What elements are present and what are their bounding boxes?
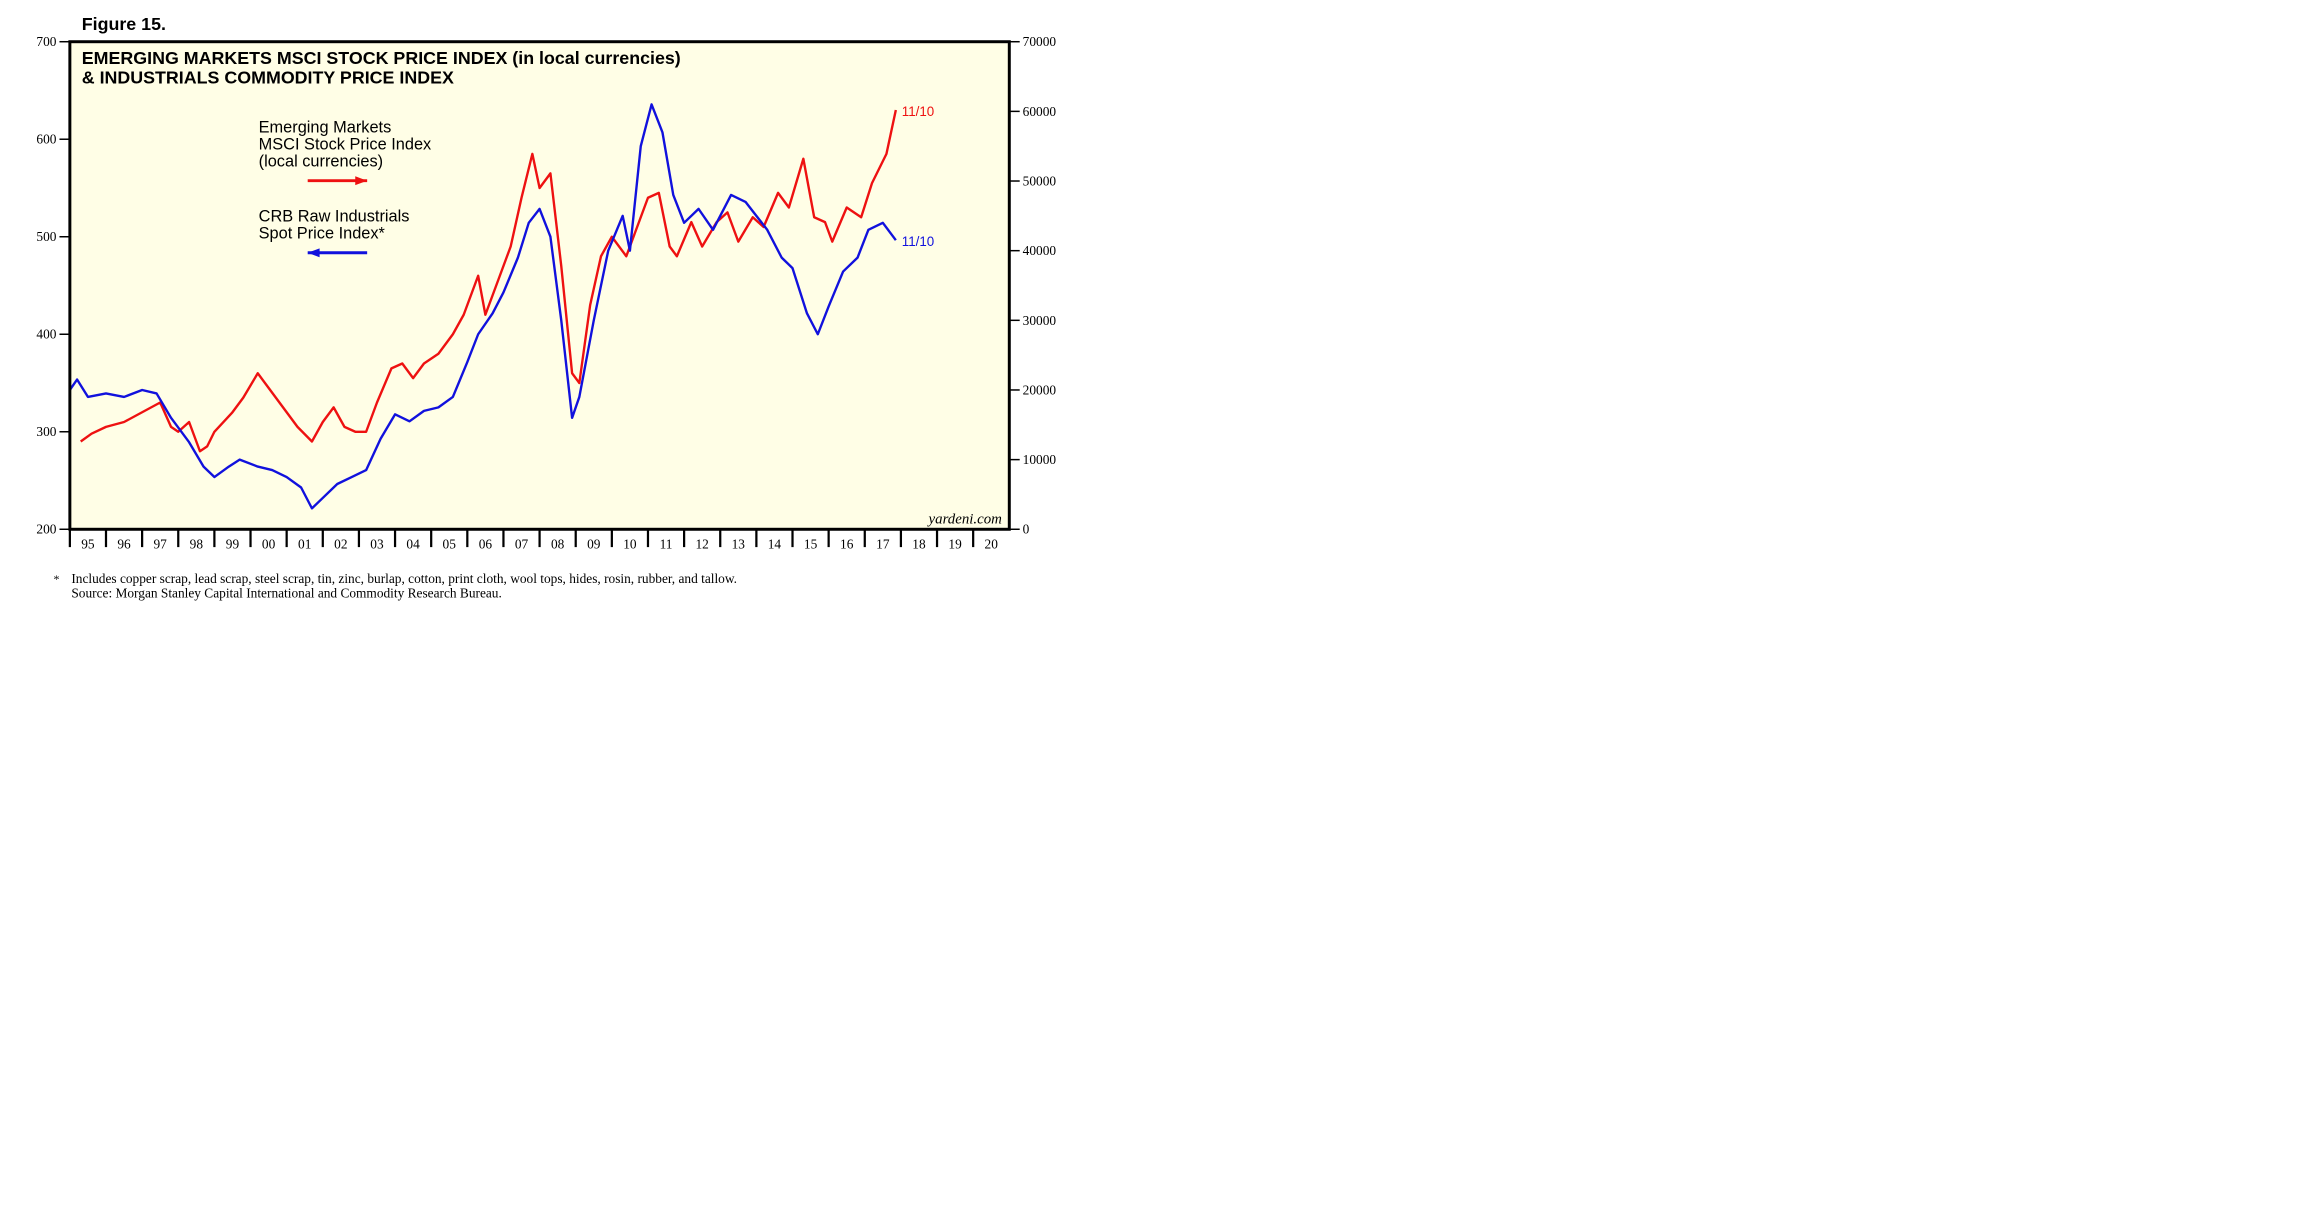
source-note: Source: Morgan Stanley Capital Internati…	[71, 586, 502, 601]
x-tick-label: 02	[334, 537, 347, 552]
x-tick-label: 06	[479, 537, 493, 552]
end-label: 11/10	[902, 104, 934, 119]
legend-label: CRB Raw Industrials	[259, 208, 410, 226]
chart-title: EMERGING MARKETS MSCI STOCK PRICE INDEX …	[82, 48, 681, 68]
y-tick-label: 500	[36, 229, 56, 244]
watermark: yardeni.com	[927, 511, 1003, 527]
x-tick-label: 97	[154, 537, 168, 552]
footnote: Includes copper scrap, lead scrap, steel…	[71, 571, 737, 586]
x-tick-label: 18	[912, 537, 926, 552]
series-line	[68, 103, 897, 510]
x-tick-label: 16	[840, 537, 854, 552]
x-tick-label: 20	[985, 537, 999, 552]
x-tick-label: 98	[190, 537, 204, 552]
x-tick-label: 03	[370, 537, 384, 552]
x-tick-label: 17	[876, 537, 890, 552]
plot-frame	[68, 40, 1011, 531]
x-tick-label: 99	[226, 537, 240, 552]
x-tick-label: 19	[948, 537, 962, 552]
y2-tick-label: 20000	[1023, 382, 1057, 397]
y2-tick-label: 60000	[1023, 104, 1057, 119]
series-line	[80, 109, 898, 453]
legend-label: Spot Price Index*	[259, 225, 386, 243]
y2-tick-label: 10000	[1023, 452, 1057, 467]
chart-title: & INDUSTRIALS COMMODITY PRICE INDEX	[82, 67, 454, 87]
x-tick-label: 01	[298, 537, 311, 552]
y2-tick-label: 40000	[1023, 243, 1057, 258]
y2-tick-label: 30000	[1023, 313, 1057, 328]
x-tick-label: 05	[443, 537, 457, 552]
x-tick-label: 95	[81, 537, 95, 552]
y-tick-label: 600	[36, 132, 56, 147]
x-tick-label: 09	[587, 537, 601, 552]
figure-label: Figure 15.	[82, 14, 166, 34]
y2-tick-label: 70000	[1023, 34, 1057, 49]
legend-arrowhead	[307, 248, 320, 258]
legend-arrowhead	[355, 176, 368, 186]
x-tick-label: 08	[551, 537, 565, 552]
x-tick-label: 15	[804, 537, 818, 552]
plot-background	[69, 41, 1010, 530]
x-tick-label: 07	[515, 537, 529, 552]
y-tick-label: 200	[36, 522, 56, 537]
legend-label: MSCI Stock Price Index	[259, 135, 432, 153]
legend-label: (local currencies)	[259, 153, 383, 171]
y-tick-label: 400	[36, 327, 56, 342]
legend-label: Emerging Markets	[259, 118, 392, 136]
y2-tick-label: 50000	[1023, 173, 1057, 188]
y2-tick-label: 0	[1023, 522, 1030, 537]
x-tick-label: 04	[406, 537, 420, 552]
x-tick-label: 12	[695, 537, 708, 552]
y-tick-label: 300	[36, 424, 56, 439]
x-tick-label: 11	[660, 537, 673, 552]
x-tick-label: 96	[117, 537, 131, 552]
x-tick-label: 14	[768, 537, 782, 552]
x-tick-label: 13	[732, 537, 746, 552]
end-label: 11/10	[902, 234, 934, 249]
footnote-marker: *	[54, 572, 60, 586]
y-tick-label: 700	[36, 34, 56, 49]
x-tick-label: 10	[623, 537, 637, 552]
x-tick-label: 00	[262, 537, 276, 552]
